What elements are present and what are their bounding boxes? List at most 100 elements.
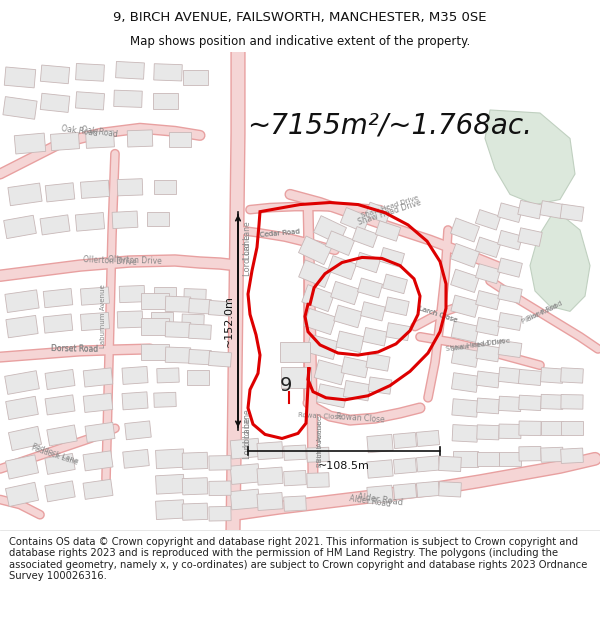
Bar [367, 434, 393, 452]
Bar [499, 424, 521, 439]
Polygon shape [485, 110, 575, 204]
Text: Oak Road: Oak Road [61, 124, 99, 138]
Bar [152, 92, 178, 109]
Bar [5, 482, 38, 506]
Bar [76, 92, 104, 110]
Bar [476, 344, 500, 362]
Bar [76, 213, 104, 231]
Bar [416, 481, 440, 498]
Bar [334, 305, 362, 328]
Bar [452, 399, 478, 417]
Bar [385, 297, 409, 316]
Bar [165, 296, 191, 312]
Text: Larch Close: Larch Close [418, 305, 458, 324]
Bar [154, 64, 182, 81]
Bar [188, 349, 211, 365]
Bar [5, 455, 38, 479]
Bar [182, 503, 208, 520]
Bar [122, 366, 148, 384]
Bar [8, 183, 42, 206]
Bar [40, 65, 70, 84]
Text: Lord Lane: Lord Lane [244, 418, 253, 459]
Bar [476, 291, 500, 310]
Bar [209, 506, 231, 521]
Text: Birch Avenue: Birch Avenue [317, 416, 323, 461]
Bar [365, 202, 391, 223]
Bar [182, 478, 208, 495]
Bar [394, 458, 416, 474]
Text: Lord Lane: Lord Lane [244, 221, 253, 259]
Bar [157, 368, 179, 383]
Bar [209, 481, 231, 496]
Bar [8, 426, 41, 451]
Bar [307, 448, 329, 462]
Bar [416, 456, 440, 472]
Bar [302, 284, 334, 312]
Bar [343, 381, 371, 401]
Bar [83, 451, 113, 471]
Bar [284, 445, 307, 461]
Bar [451, 347, 479, 368]
Bar [187, 371, 209, 384]
Bar [280, 342, 310, 362]
Bar [316, 384, 347, 408]
Bar [80, 287, 110, 305]
Bar [497, 203, 523, 222]
Bar [452, 451, 478, 467]
Text: Cedar Road: Cedar Road [260, 228, 300, 238]
Text: 9: 9 [280, 376, 292, 395]
Bar [76, 64, 104, 81]
Text: Larch Close: Larch Close [418, 305, 458, 324]
Bar [416, 431, 440, 446]
Bar [519, 446, 541, 461]
Bar [367, 460, 393, 478]
Bar [141, 319, 169, 335]
Bar [182, 70, 208, 85]
Bar [112, 211, 138, 229]
Bar [306, 334, 338, 359]
Bar [47, 425, 77, 446]
Bar [4, 67, 36, 88]
Bar [117, 311, 143, 328]
Bar [209, 301, 232, 316]
Bar [154, 392, 176, 408]
Bar [40, 215, 70, 235]
Text: Ollerton Drive: Ollerton Drive [83, 254, 137, 266]
Bar [497, 258, 523, 278]
Bar [560, 368, 583, 383]
Text: Plane Road: Plane Road [521, 304, 559, 325]
Text: Dorset Road: Dorset Road [52, 344, 98, 354]
Bar [50, 132, 80, 151]
Text: ~108.5m: ~108.5m [318, 461, 370, 471]
Bar [119, 286, 145, 302]
Bar [83, 393, 113, 412]
Bar [518, 201, 542, 219]
Text: Shaw Head Drive: Shaw Head Drive [450, 338, 510, 352]
Bar [40, 93, 70, 112]
Bar [257, 492, 283, 511]
Bar [184, 289, 206, 304]
Bar [336, 331, 364, 352]
Bar [541, 421, 563, 436]
Bar [165, 322, 191, 338]
Bar [4, 215, 37, 239]
Bar [299, 236, 331, 264]
Bar [476, 371, 500, 388]
Bar [165, 347, 191, 363]
Bar [383, 274, 407, 294]
Bar [363, 328, 387, 346]
Bar [560, 204, 584, 221]
Bar [368, 377, 392, 394]
Text: Laburnum Avenue: Laburnum Avenue [100, 284, 106, 348]
Text: Shaw Head Drive: Shaw Head Drive [445, 338, 505, 352]
Bar [314, 360, 346, 385]
Text: Contains OS data © Crown copyright and database right 2021. This information is : Contains OS data © Crown copyright and d… [9, 537, 587, 581]
Bar [561, 421, 583, 436]
Bar [141, 344, 169, 360]
Bar [518, 369, 542, 386]
Bar [518, 395, 541, 411]
Text: Alder Road: Alder Road [349, 494, 391, 509]
Bar [169, 132, 191, 147]
Bar [519, 421, 541, 436]
Bar [498, 312, 522, 331]
